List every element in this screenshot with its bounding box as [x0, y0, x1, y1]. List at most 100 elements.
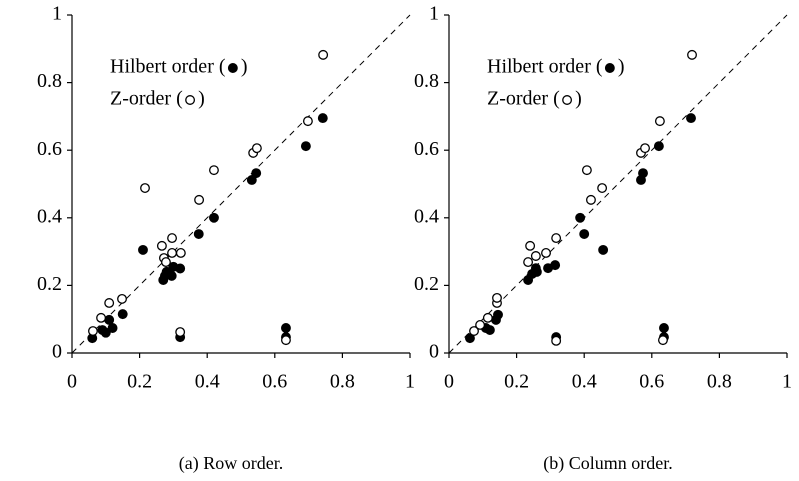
point [88, 326, 98, 336]
point [581, 165, 592, 176]
point [194, 194, 205, 205]
y-tick-label: 0 [52, 341, 62, 363]
point [246, 174, 257, 185]
legend-label: Z-order [110, 88, 171, 110]
x-tick-label: 0.2 [127, 371, 152, 393]
point [686, 113, 696, 124]
x-tick-label: 0.4 [195, 371, 220, 393]
y-tick-label: 0.2 [414, 273, 439, 295]
y-tick-label: 0.2 [37, 273, 62, 295]
point [597, 183, 608, 194]
point [575, 212, 586, 223]
y-tick-label: 0 [429, 341, 439, 363]
caption: (a) Row order. [179, 453, 283, 474]
point [469, 326, 479, 336]
legend-paren: ) [575, 88, 582, 110]
y-tick-label: 0.6 [414, 138, 439, 160]
point [300, 141, 311, 152]
point [251, 143, 262, 154]
x-tick-label: 0.2 [504, 371, 529, 393]
point [586, 194, 596, 205]
point [104, 314, 115, 325]
diagonal [448, 14, 788, 354]
point [317, 113, 328, 124]
point [550, 260, 561, 271]
x-tick-label: 1 [782, 371, 792, 393]
y-tick-label: 0.8 [414, 70, 439, 92]
y-tick-label: 1 [52, 3, 62, 25]
point [531, 266, 542, 277]
point [167, 248, 177, 258]
point [107, 323, 118, 333]
legend-label: Hilbert order [110, 56, 214, 78]
point [193, 229, 204, 239]
legend-paren: ( [219, 56, 226, 78]
x-tick-label: 0 [444, 371, 454, 393]
point [638, 168, 648, 179]
point [598, 244, 609, 255]
point [653, 141, 664, 152]
point [640, 143, 650, 154]
legend-label: Z-order [487, 88, 548, 110]
point [175, 327, 186, 337]
point [484, 325, 495, 335]
x-tick-label: 0 [67, 371, 77, 393]
point [493, 309, 503, 320]
point [117, 293, 127, 304]
point [167, 233, 177, 244]
legend-marker [185, 95, 196, 105]
diagonal [71, 14, 411, 354]
point [654, 116, 665, 127]
point [482, 312, 493, 323]
legend-marker [604, 63, 615, 73]
legend-paren: ( [176, 88, 183, 110]
point [525, 240, 536, 251]
legend-paren: ) [198, 88, 205, 110]
x-tick-label: 0.8 [330, 371, 355, 393]
point [659, 323, 669, 333]
point [175, 248, 186, 258]
legend-marker [562, 95, 573, 105]
point [579, 229, 590, 239]
point [209, 212, 219, 223]
point [100, 327, 111, 338]
point [658, 335, 668, 346]
x-tick-label: 0.4 [572, 371, 597, 393]
point [175, 263, 186, 274]
legend-paren: ) [241, 56, 248, 78]
point [156, 240, 167, 251]
y-tick-label: 0.4 [414, 205, 439, 227]
point [530, 251, 541, 261]
point [138, 244, 148, 255]
point [318, 49, 329, 60]
x-tick-label: 0.6 [262, 371, 287, 393]
point [541, 248, 551, 258]
x-tick-label: 0.6 [639, 371, 664, 393]
caption: (b) Column order. [543, 453, 672, 474]
legend-label: Hilbert order [487, 56, 591, 78]
point [166, 270, 177, 281]
point [281, 335, 291, 346]
y-tick-label: 1 [429, 3, 439, 25]
y-tick-label: 0.4 [37, 205, 62, 227]
point [117, 309, 128, 320]
legend-marker [227, 63, 238, 73]
x-tick-label: 1 [405, 371, 415, 393]
point [492, 292, 502, 303]
point [687, 49, 697, 60]
point [281, 323, 291, 333]
point [209, 165, 219, 176]
point [251, 168, 262, 179]
point [551, 335, 562, 346]
point [475, 319, 486, 330]
point [551, 233, 562, 244]
legend-paren: ( [596, 56, 603, 78]
point [523, 257, 534, 268]
x-tick-label: 0.8 [707, 371, 732, 393]
point [140, 183, 150, 194]
point [96, 312, 107, 323]
legend-paren: ( [553, 88, 560, 110]
legend-paren: ) [618, 56, 625, 78]
y-tick-label: 0.6 [37, 138, 62, 160]
